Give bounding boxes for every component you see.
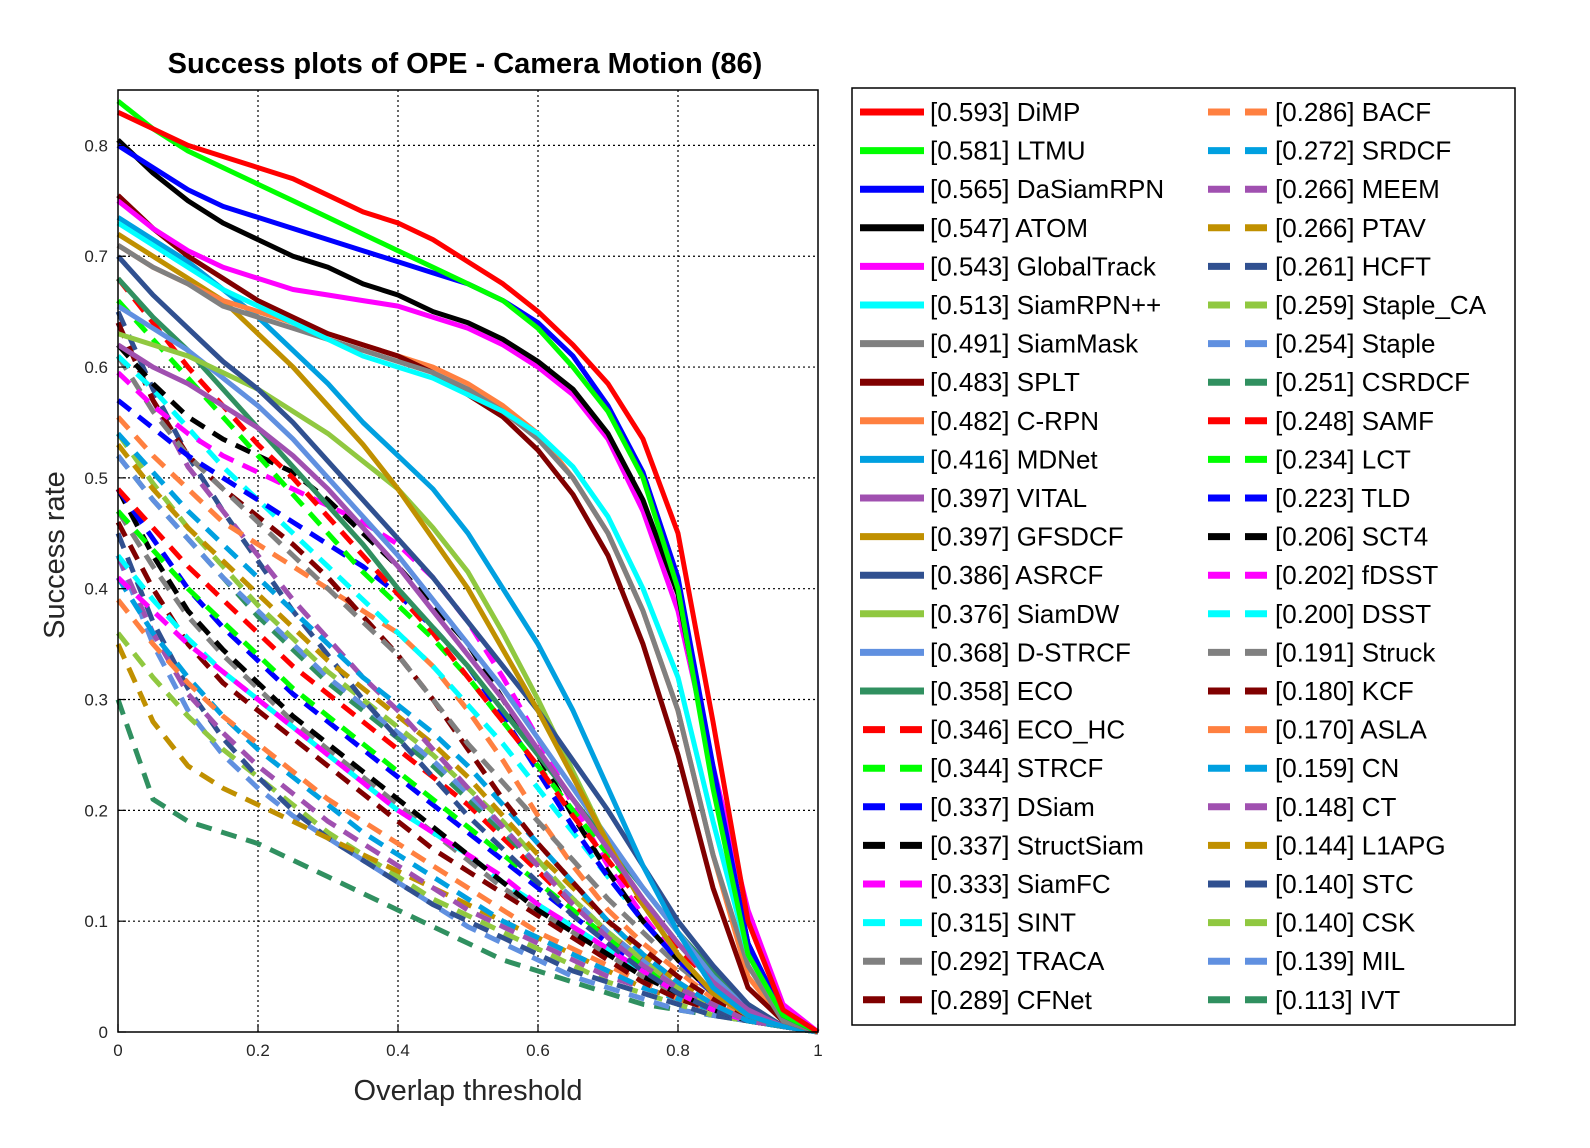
series-line-9 xyxy=(116,215,819,1035)
grid-lines xyxy=(118,90,818,1032)
legend-entry-label: [0.180] KCF xyxy=(1275,676,1414,706)
legend-entry-label: [0.483] SPLT xyxy=(930,367,1080,397)
legend-entry-label: [0.234] LCT xyxy=(1275,444,1411,474)
series-line-11 xyxy=(116,231,819,1035)
plot-lines xyxy=(115,99,820,1035)
legend-entry-label: [0.337] DSiam xyxy=(930,792,1095,822)
x-tick-label: 0.2 xyxy=(246,1041,270,1060)
legend-entry-label: [0.200] DSST xyxy=(1275,599,1431,629)
legend-entry-label: [0.113] IVT xyxy=(1275,985,1400,1015)
series-line-5 xyxy=(116,220,820,1035)
series-line-12 xyxy=(116,254,819,1035)
series-line-6 xyxy=(116,243,819,1035)
series-line-32 xyxy=(116,487,819,1035)
legend-entry-label: [0.397] VITAL xyxy=(930,483,1087,513)
legend-entry-label: [0.223] TLD xyxy=(1275,483,1410,513)
legend-entry-label: [0.148] CT xyxy=(1275,792,1397,822)
legend-entry-label: [0.261] HCFT xyxy=(1275,251,1431,281)
legend-entry-label: [0.140] CSK xyxy=(1275,908,1416,938)
legend-entry-label: [0.272] SRDCF xyxy=(1275,136,1451,166)
series-line-24 xyxy=(116,415,819,1035)
legend-entry-label: [0.565] DaSiamRPN xyxy=(930,174,1164,204)
y-tick-label: 0.8 xyxy=(84,136,108,155)
series-line-47 xyxy=(115,698,819,1035)
legend-entry-label: [0.376] SiamDW xyxy=(930,599,1120,629)
legend-entry-label: [0.286] BACF xyxy=(1275,97,1431,127)
legend-entry-label: [0.292] TRACA xyxy=(930,946,1105,976)
x-tick-label: 0.8 xyxy=(666,1041,690,1060)
legend-entry-label: [0.344] STRCF xyxy=(930,753,1103,783)
legend-entry-label: [0.259] Staple_CA xyxy=(1275,290,1487,320)
legend-entry-label: [0.140] STC xyxy=(1275,869,1414,899)
series-line-39 xyxy=(115,521,819,1035)
x-tick-label: 0.6 xyxy=(526,1041,550,1060)
legend-entry-label: [0.266] MEEM xyxy=(1275,174,1440,204)
legend-entry-label: [0.346] ECO_HC xyxy=(930,715,1125,745)
legend-entry-label: [0.191] Struck xyxy=(1275,637,1436,667)
series-line-14 xyxy=(116,303,819,1035)
legend-entry-label: [0.337] StructSiam xyxy=(930,830,1144,860)
legend-entry-label: [0.202] fDSST xyxy=(1275,560,1438,590)
y-axis-ticks: 0 0.1 0.2 0.3 0.4 0.5 0.6 0.7 0.8 xyxy=(84,136,126,1042)
legend-entry-label: [0.482] C-RPN xyxy=(930,406,1099,436)
series-line-40 xyxy=(116,598,819,1035)
legend-entry-label: [0.315] SINT xyxy=(930,908,1076,938)
series-line-38 xyxy=(115,509,819,1035)
y-tick-label: 0 xyxy=(99,1023,108,1042)
series-line-36 xyxy=(116,575,819,1035)
series-line-0 xyxy=(116,109,820,1035)
y-tick-label: 0.5 xyxy=(84,469,108,488)
series-line-1 xyxy=(116,99,820,1035)
legend-entry-label: [0.289] CFNet xyxy=(930,985,1093,1015)
legend-entry-label: [0.159] CN xyxy=(1275,753,1399,783)
legend-entry-label: [0.397] GFSDCF xyxy=(930,522,1124,552)
plot-frame xyxy=(117,89,819,1033)
legend-entry-label: [0.254] Staple xyxy=(1275,329,1435,359)
x-axis-label: Overlap threshold xyxy=(354,1075,583,1107)
legend-entry-label: [0.333] SiamFC xyxy=(930,869,1111,899)
x-tick-label: 0 xyxy=(113,1041,122,1060)
y-tick-label: 0.7 xyxy=(84,247,108,266)
y-tick-label: 0.6 xyxy=(84,358,108,377)
chart-title: Success plots of OPE - Camera Motion (86… xyxy=(168,48,763,80)
legend-entry-label: [0.386] ASRCF xyxy=(930,560,1103,590)
legend-entry-label: [0.248] SAMF xyxy=(1275,406,1434,436)
x-tick-label: 1 xyxy=(813,1041,822,1060)
legend-entry-label: [0.547] ATOM xyxy=(930,213,1088,243)
legend-entry-label: [0.368] D-STRCF xyxy=(930,637,1131,667)
series-line-20 xyxy=(116,370,819,1035)
series-line-44 xyxy=(115,532,819,1035)
x-axis-ticks: 0 0.2 0.4 0.6 0.8 1 xyxy=(113,1024,823,1060)
legend-entry-label: [0.491] SiamMask xyxy=(930,329,1139,359)
legend-entry-label: [0.170] ASLA xyxy=(1275,715,1427,745)
legend-entry-label: [0.513] SiamRPN++ xyxy=(930,290,1161,320)
legend-entry-label: [0.266] PTAV xyxy=(1275,213,1426,243)
y-tick-label: 0.4 xyxy=(84,580,108,599)
y-axis-label: Success rate xyxy=(39,471,71,639)
series-line-25 xyxy=(116,431,819,1035)
legend: [0.593] DiMP [0.581] LTMU [0.565] DaSiamRP… xyxy=(851,87,1516,1026)
legend-entry-label: [0.581] LTMU xyxy=(930,136,1086,166)
x-tick-label: 0.4 xyxy=(386,1041,410,1060)
series-line-46 xyxy=(115,554,819,1035)
legend-entry-label: [0.593] DiMP xyxy=(930,97,1080,127)
legend-box xyxy=(851,87,1516,1026)
series-line-26 xyxy=(115,321,819,1035)
y-tick-label: 0.3 xyxy=(84,691,108,710)
legend-entry-label: [0.543] GlobalTrack xyxy=(930,251,1157,281)
series-line-16 xyxy=(116,276,819,1035)
series-line-21 xyxy=(116,354,819,1035)
legend-entry-label: [0.416] MDNet xyxy=(930,444,1098,474)
legend-entry-label: [0.358] ECO xyxy=(930,676,1073,706)
y-tick-label: 0.2 xyxy=(84,801,108,820)
legend-entry-label: [0.251] CSRDCF xyxy=(1275,367,1470,397)
legend-entry-label: [0.206] SCT4 xyxy=(1275,522,1428,552)
y-tick-label: 0.1 xyxy=(84,912,108,931)
legend-entry-label: [0.144] L1APG xyxy=(1275,830,1446,860)
legend-entry-label: [0.139] MIL xyxy=(1275,946,1405,976)
